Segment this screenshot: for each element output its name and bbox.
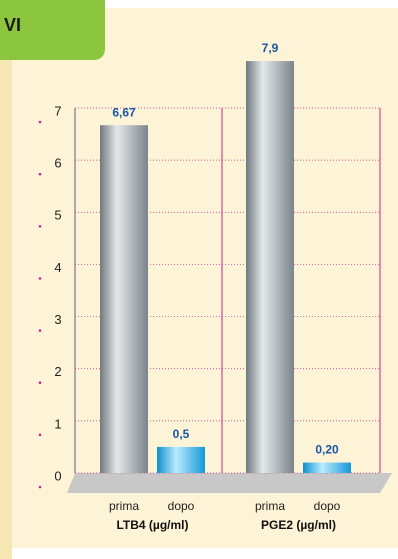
tab bbox=[0, 0, 105, 60]
x-tick-label: dopo bbox=[168, 499, 195, 513]
y-tick-label: 6 bbox=[54, 156, 61, 171]
bar bbox=[100, 125, 148, 473]
y-tick-label: 0 bbox=[54, 468, 61, 483]
tick-mark bbox=[38, 277, 42, 280]
tick-mark bbox=[38, 381, 42, 385]
y-tick-label: 7 bbox=[54, 103, 61, 118]
x-tick-label: dopo bbox=[314, 499, 341, 513]
tick-mark bbox=[38, 120, 42, 124]
value-label: 7,9 bbox=[262, 41, 279, 55]
tick-mark bbox=[38, 433, 42, 437]
y-tick-label: 4 bbox=[54, 260, 61, 275]
x-tick-label: prima bbox=[109, 499, 139, 513]
value-label: 0,20 bbox=[315, 443, 339, 457]
tick-mark bbox=[38, 329, 42, 332]
y-tick-label: 3 bbox=[54, 312, 61, 327]
panel-edge bbox=[0, 0, 12, 559]
bar bbox=[157, 446, 205, 473]
y-tick-label: 2 bbox=[54, 364, 61, 379]
y-tick-label: 5 bbox=[54, 208, 61, 223]
bar bbox=[303, 462, 351, 473]
x-tick-label: prima bbox=[255, 499, 285, 513]
value-label: 6,67 bbox=[112, 105, 136, 119]
floor bbox=[67, 473, 392, 493]
tick-mark bbox=[38, 172, 42, 176]
y-tick-label: 1 bbox=[54, 416, 61, 431]
group-label: PGE2 (µg/ml) bbox=[261, 518, 336, 532]
tab-label: VI bbox=[4, 15, 21, 35]
value-label: 0,5 bbox=[173, 427, 190, 441]
tick-mark bbox=[38, 224, 42, 228]
tick-mark bbox=[38, 485, 42, 489]
bar bbox=[246, 61, 294, 473]
group-label: LTB4 (µg/ml) bbox=[116, 518, 188, 532]
